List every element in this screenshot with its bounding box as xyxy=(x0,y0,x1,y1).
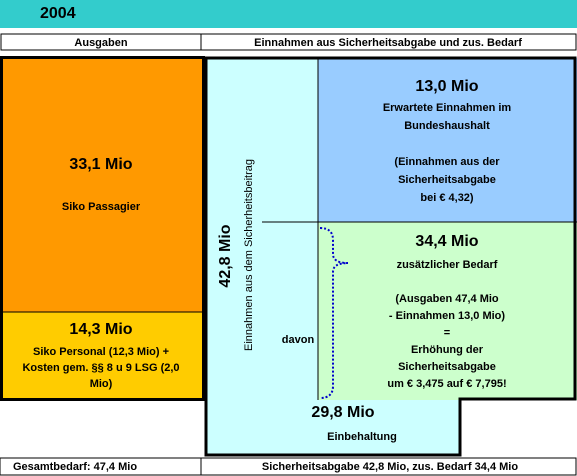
text-line: Bundeshaushalt xyxy=(404,120,490,132)
text-line: Sicherheitsabgabe xyxy=(398,174,496,186)
column-header: Einnahmen aus Sicherheitsabgabe und zus.… xyxy=(254,37,522,49)
label: Einnahmen aus dem Sicherheitsbeitrag xyxy=(243,159,255,351)
text-line: = xyxy=(444,327,450,339)
revenue-border xyxy=(204,56,577,457)
amount: 13,0 Mio xyxy=(415,78,478,95)
revenue-box xyxy=(205,58,460,455)
amount: 29,8 Mio xyxy=(311,404,374,421)
brace xyxy=(319,227,349,399)
label: Einbehaltung xyxy=(327,431,397,443)
amount: 14,3 Mio xyxy=(69,321,132,338)
passenger-box xyxy=(1,56,203,312)
top-bar xyxy=(0,0,577,28)
year: 2004 xyxy=(40,5,76,22)
text-line: um € 3,475 auf € 7,795! xyxy=(387,378,506,390)
expenses-border xyxy=(0,56,205,401)
text-line: (Ausgaben 47,4 Mio xyxy=(395,293,499,305)
amount: 34,4 Mio xyxy=(415,233,478,250)
personnel-box xyxy=(1,312,203,400)
column-header: Ausgaben xyxy=(74,37,127,49)
additional-box xyxy=(318,222,577,400)
footer-cell xyxy=(200,457,577,476)
amount: 42,8 Mio xyxy=(217,224,234,287)
text-line: Erwartete Einnahmen im xyxy=(383,102,512,114)
text-line: Kosten gem. §§ 8 u 9 LSG (2,0 xyxy=(22,362,179,374)
text-line: Mio) xyxy=(90,378,113,390)
text-line: bei € 4,32) xyxy=(420,192,474,204)
footer-text: Gesamtbedarf: 47,4 Mio xyxy=(13,461,137,473)
budget-box xyxy=(318,58,577,222)
text-line: Erhöhung der xyxy=(411,344,484,356)
text-line: Siko Personal (12,3 Mio) + xyxy=(33,346,169,358)
label: Siko Passagier xyxy=(62,201,141,213)
text-line: Sicherheitsabgabe xyxy=(398,361,496,373)
text-line: (Einnahmen aus der xyxy=(394,156,500,168)
amount: 33,1 Mio xyxy=(69,156,132,173)
text-line: - Einnahmen 13,0 Mio) xyxy=(389,310,505,322)
header-cell xyxy=(200,33,577,51)
label: davon xyxy=(282,334,315,346)
footer-text: Sicherheitsabgabe 42,8 Mio, zus. Bedarf … xyxy=(262,461,518,473)
text-line: zusätzlicher Bedarf xyxy=(397,259,498,271)
